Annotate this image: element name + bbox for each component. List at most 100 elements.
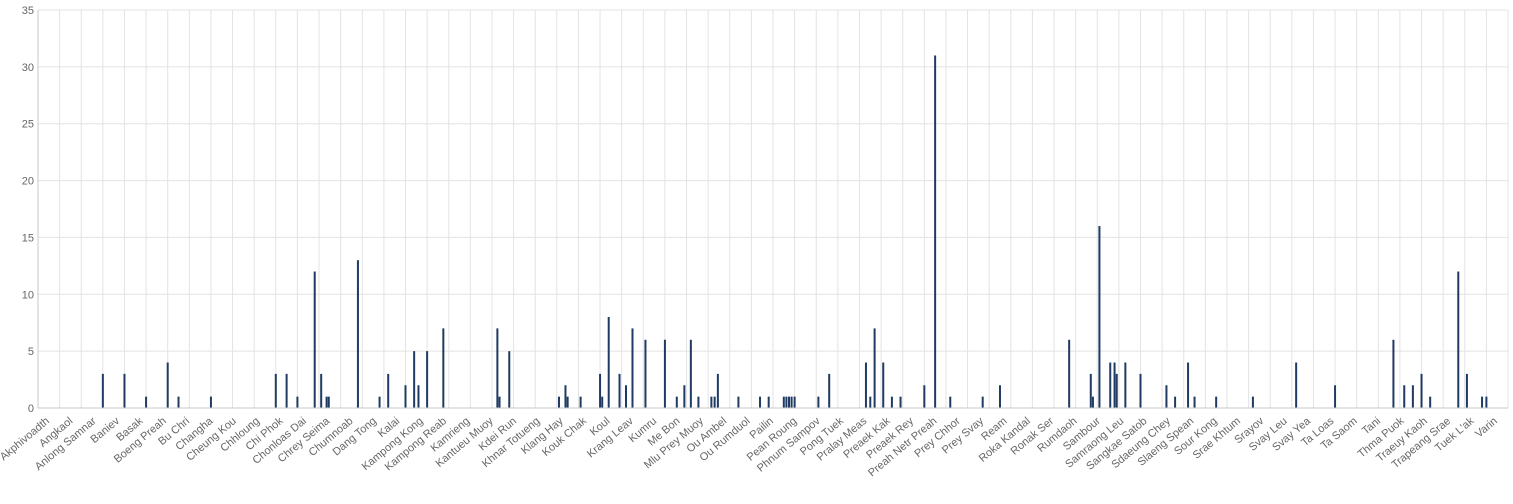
bar [1068,339,1071,408]
bar [767,396,770,408]
y-tick-label: 0 [28,403,34,415]
bar [557,396,560,408]
bar [1115,373,1118,408]
bar [817,396,820,408]
bar [869,396,872,408]
bar [1109,362,1112,408]
bar [1295,362,1298,408]
bar [1113,362,1116,408]
bar [1420,373,1423,408]
bar [689,339,692,408]
bar [923,385,926,408]
bar [101,373,104,408]
bar [1124,362,1127,408]
bar [508,351,511,408]
bar [387,373,390,408]
grid-lines [37,9,1509,409]
bar [631,328,634,408]
bar [209,396,212,408]
y-tick-label: 35 [22,5,34,17]
y-tick-label: 25 [22,119,34,131]
bar [327,396,330,408]
bar [1174,396,1177,408]
bar [274,373,277,408]
bar [713,396,716,408]
bar [607,317,610,408]
bar [787,396,790,408]
bar [1481,396,1484,408]
bar [1165,385,1168,408]
bar [166,362,169,408]
bar [296,396,299,408]
bar [934,55,937,408]
bar [873,328,876,408]
y-tick-label: 5 [28,346,34,358]
bar [599,373,602,408]
bar [683,385,686,408]
bar [404,385,407,408]
y-tick-labels: 0 5 10 15 20 25 30 35 [22,5,34,415]
bar [356,260,359,408]
bar [1193,396,1196,408]
bar [1411,385,1414,408]
bar [790,396,793,408]
bar [793,396,796,408]
bar [1334,385,1337,408]
bar [1403,385,1406,408]
bar [417,385,420,408]
bar [426,351,429,408]
bar [697,396,700,408]
bar [899,396,902,408]
bar [313,271,316,408]
bar [675,396,678,408]
bar [1251,396,1254,408]
bar [981,396,984,408]
bar [710,396,713,408]
axes [37,10,1508,409]
bar [1429,396,1432,408]
bar [442,328,445,408]
bar [285,373,288,408]
bar [579,396,582,408]
bar [882,362,885,408]
bar [145,396,148,408]
bar [413,351,416,408]
bar [864,362,867,408]
bar [123,373,126,408]
y-tick-label: 20 [22,176,34,188]
x-tick-label: Varin [1473,415,1500,440]
bar [625,385,627,408]
bar [1465,373,1468,408]
bar [378,396,381,408]
bar [998,385,1001,408]
bar [644,339,647,408]
bar [785,396,788,408]
bar [498,396,501,408]
bar [1091,396,1094,408]
bar [601,396,604,408]
bar [737,396,740,408]
bar [828,373,831,408]
bar [1485,396,1488,408]
bar [177,396,180,408]
bar [320,373,323,408]
bar [566,396,569,408]
bar [1392,339,1395,408]
bar [325,396,328,408]
bar [890,396,893,408]
bar [496,328,499,408]
bar [1215,396,1218,408]
bar [1098,226,1101,408]
bar [759,396,762,408]
bar [1187,362,1190,408]
bars [101,55,1488,408]
bar [663,339,666,408]
y-tick-label: 10 [22,289,34,301]
bar [1089,373,1092,408]
bar [949,396,952,408]
bar [782,396,785,408]
bar [564,385,567,408]
